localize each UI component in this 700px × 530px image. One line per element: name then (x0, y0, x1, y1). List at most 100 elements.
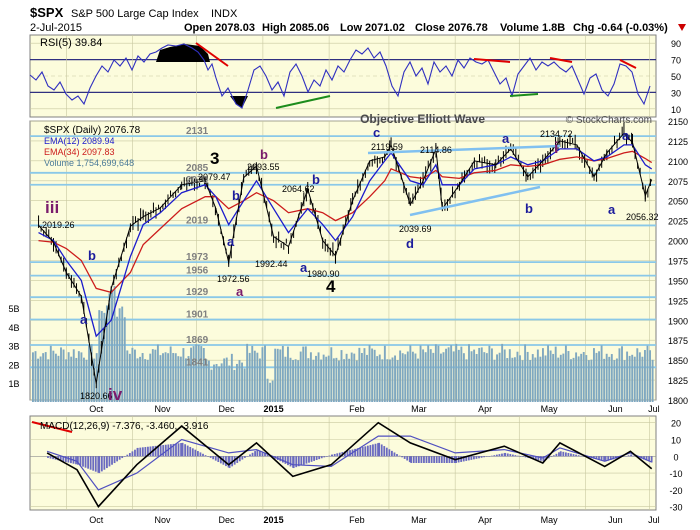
volume-bar (470, 351, 473, 402)
rsi-label: RSI(5) 39.84 (40, 37, 102, 49)
macd-histogram-bar (175, 443, 177, 457)
macd-histogram-bar (236, 456, 239, 463)
volume-bar (575, 352, 578, 402)
volume-bar (83, 357, 85, 402)
price-tick-label: 2075 (668, 177, 688, 187)
volume-bar (49, 345, 52, 402)
volume-bar (322, 354, 325, 402)
macd-histogram-bar (480, 456, 483, 458)
macd-histogram-bar (154, 445, 157, 457)
macd-histogram-bar (169, 444, 172, 457)
volume-bar (450, 345, 453, 402)
volume-bar (139, 356, 141, 402)
volume-bar (348, 358, 351, 402)
price-tick-label: 1850 (668, 356, 688, 366)
volume-bar (457, 349, 460, 402)
macd-histogram-bar (227, 456, 230, 468)
volume-bar (57, 355, 60, 402)
volume-bar (536, 349, 539, 402)
macd-histogram-bar (204, 455, 207, 457)
volume-bar (626, 351, 629, 402)
volume-tick-label: 4B (8, 323, 19, 333)
macd-histogram-bar (380, 444, 383, 457)
volume-bar (121, 306, 124, 402)
volume-tick-label: 3B (8, 342, 19, 352)
price-annotation: 2056.32 (626, 212, 659, 222)
volume-bar (378, 354, 381, 402)
volume-bar (465, 359, 468, 402)
volume-bar (304, 346, 307, 402)
price-annotation: 2093.55 (247, 162, 280, 172)
macd-histogram-bar (622, 456, 625, 457)
volume-bar (118, 308, 121, 402)
x-axis-label-bottom: Jun (608, 515, 623, 525)
macd-histogram-bar (246, 456, 249, 457)
macd-histogram-bar (199, 452, 202, 457)
price-annotation: 2079.47 (198, 172, 231, 182)
volume-bar (491, 348, 493, 402)
macd-histogram-bar (212, 456, 215, 460)
volume-bar (605, 353, 608, 402)
volume-bar (243, 368, 246, 402)
close-value: Close 2076.78 (415, 22, 488, 34)
volume-bar (264, 345, 266, 402)
macd-histogram-bar (287, 456, 289, 466)
volume-bar (315, 355, 317, 402)
macd-histogram-bar (331, 454, 334, 457)
volume-bar (360, 353, 363, 402)
volume-bar (54, 353, 57, 402)
macd-histogram-bar (136, 447, 139, 457)
price-annotation: 1972.56 (217, 274, 250, 284)
price-annotation: 2039.69 (399, 224, 432, 234)
macd-histogram-bar (612, 456, 615, 460)
macd-histogram-bar (251, 452, 254, 457)
volume-bar (320, 359, 323, 402)
macd-histogram-bar (126, 454, 129, 457)
macd-histogram-bar (448, 456, 451, 463)
macd-histogram-bar (336, 453, 339, 457)
macd-tick-label: -10 (669, 469, 682, 479)
macd-histogram-bar (488, 456, 491, 457)
macd-histogram-bar (490, 455, 493, 457)
macd-histogram-bar (433, 456, 436, 463)
volume-bar (312, 359, 315, 402)
macd-histogram-bar (498, 454, 501, 457)
price-tick-label: 1950 (668, 276, 688, 286)
wave-label: a (300, 260, 308, 275)
macd-histogram-bar (219, 456, 222, 464)
volume-bar (473, 349, 476, 402)
volume-bar (593, 348, 595, 402)
macd-histogram-bar (318, 456, 321, 460)
volume-bar (503, 349, 506, 402)
volume-bar (649, 350, 651, 402)
macd-histogram-bar (320, 456, 323, 459)
volume-bar (587, 360, 590, 402)
macd-histogram-bar (325, 456, 328, 457)
price-tick-label: 1825 (668, 376, 688, 386)
volume-bar (205, 359, 208, 402)
volume-bar (190, 347, 192, 402)
volume-bar (498, 352, 501, 402)
volume-bar (105, 305, 108, 402)
volume-bar (72, 349, 75, 402)
volume-bar (483, 352, 486, 402)
volume-bar (141, 353, 144, 402)
volume-bar (488, 345, 491, 402)
volume-bar (460, 346, 463, 402)
macd-histogram-bar (385, 447, 388, 457)
price-annotation: 2134.72 (540, 129, 573, 139)
channel-line-upper (367, 144, 561, 155)
volume-bar (159, 355, 162, 402)
volume-bar (266, 378, 269, 402)
macd-histogram-bar (121, 456, 124, 459)
macd-histogram-bar (254, 451, 256, 457)
volume-bar (434, 344, 437, 402)
volume-bar (409, 345, 412, 402)
volume-bar (225, 357, 228, 402)
volume-bar (289, 357, 292, 402)
volume-bar (192, 346, 195, 402)
volume-bar (468, 344, 470, 402)
macd-histogram-bar (377, 443, 379, 457)
macd-histogram-bar (519, 456, 522, 457)
price-tick-label: 2100 (668, 157, 688, 167)
